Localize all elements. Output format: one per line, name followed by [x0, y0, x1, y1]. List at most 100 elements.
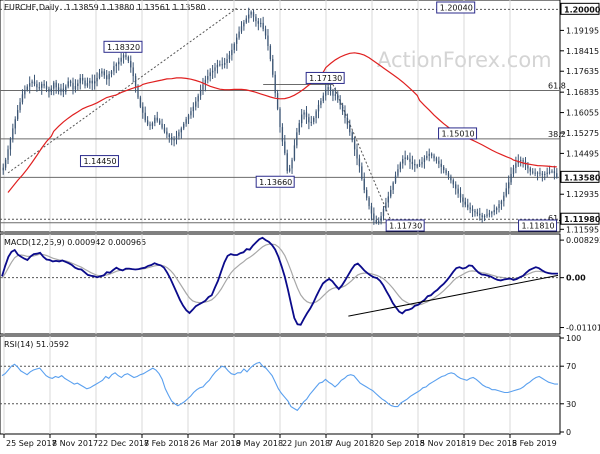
candle-body — [505, 188, 507, 196]
candle-body — [380, 216, 382, 222]
candle-body — [337, 94, 339, 100]
candle-body — [296, 132, 298, 146]
price-annotation-label: 1.13660 — [259, 178, 292, 187]
candle-body — [308, 117, 310, 123]
candle-body — [163, 127, 166, 132]
candle-body — [110, 71, 113, 74]
candle-body — [375, 220, 377, 223]
candle-body — [344, 111, 346, 118]
candle-body — [62, 88, 65, 93]
candle-body — [486, 214, 488, 217]
candle-body — [353, 140, 356, 150]
candle-body — [29, 83, 31, 87]
candle-body — [390, 189, 392, 197]
candle-body — [14, 119, 16, 129]
candle-body — [361, 166, 363, 179]
price-annotation-box — [305, 71, 345, 84]
candle-body — [481, 215, 483, 218]
candle-body — [19, 102, 21, 111]
candle-body — [207, 76, 209, 80]
candle-body — [209, 72, 211, 77]
x-tick-label: 19 Dec 2018 — [466, 439, 517, 448]
candle-body — [551, 171, 553, 173]
candle-body — [378, 221, 380, 223]
candle-body — [507, 182, 510, 189]
candles-layer — [2, 7, 558, 225]
candle-body — [281, 127, 284, 142]
candle-body — [457, 188, 459, 194]
candle-body — [4, 159, 7, 168]
candle-body — [190, 111, 192, 116]
candle-body — [115, 64, 117, 67]
price-annotation-box — [518, 219, 558, 232]
price-y-tick-label: 1.12935 — [566, 190, 599, 199]
candle-body — [250, 11, 252, 15]
price-header: EURCHF,Daily 1.13859 1.13880 1.13561 1.1… — [4, 3, 206, 12]
candle-body — [134, 76, 137, 87]
candle-body — [272, 59, 274, 75]
candle-body — [426, 155, 428, 159]
fib-level-label: 61.8 — [548, 214, 566, 223]
price-annotation-box — [436, 1, 476, 14]
price-y-tick-label: 1.11595 — [566, 225, 599, 234]
price-y-boxed-label: 1.13580 — [564, 173, 600, 182]
price-annotation-box — [438, 127, 478, 140]
x-tick-label: 22 Dec 2017 — [98, 439, 149, 448]
candle-body — [187, 115, 190, 120]
candle-body — [219, 64, 221, 66]
candle-body — [320, 100, 322, 105]
candle-body — [284, 141, 286, 154]
candle-body — [154, 117, 156, 124]
candle-body — [2, 167, 4, 171]
candle-body — [248, 14, 250, 19]
candle-body — [341, 104, 344, 112]
candle-body — [96, 77, 98, 82]
candle-body — [16, 110, 19, 120]
price-y-boxed-marker — [560, 170, 600, 183]
candle-body — [293, 145, 296, 160]
candle-body — [539, 172, 541, 174]
candle-body — [402, 159, 404, 164]
candle-body — [50, 88, 53, 92]
candle-body — [495, 207, 498, 211]
candle-body — [488, 213, 491, 215]
candle-body — [416, 165, 418, 167]
candle-body — [399, 163, 402, 170]
candle-body — [541, 173, 544, 175]
candle-body — [510, 173, 512, 183]
price-y-tick-label: 1.15275 — [566, 129, 599, 138]
candle-body — [195, 101, 197, 107]
candle-body — [84, 80, 86, 86]
candle-body — [151, 123, 154, 126]
candle-body — [387, 196, 389, 203]
price-y-boxed-label: 1.20000 — [564, 5, 600, 14]
candle-body — [479, 213, 481, 216]
candle-body — [48, 88, 50, 92]
candle-body — [41, 83, 43, 88]
candle-body — [527, 165, 529, 169]
candle-body — [214, 67, 216, 71]
candle-body — [483, 216, 486, 218]
rsi-y-tick-label: 0 — [566, 428, 571, 437]
candle-body — [356, 149, 358, 159]
candle-body — [211, 70, 214, 73]
x-tick-label: 8 Feb 2018 — [144, 439, 189, 448]
candle-body — [12, 128, 14, 139]
candle-body — [130, 60, 132, 68]
candle-body — [443, 166, 445, 171]
candle-body — [474, 210, 476, 213]
candle-body — [373, 213, 375, 221]
candle-body — [185, 119, 187, 124]
candle-body — [498, 204, 500, 208]
candle-body — [421, 161, 423, 165]
candle-body — [288, 168, 291, 172]
candle-body — [178, 132, 180, 137]
candle-body — [325, 89, 327, 96]
candle-body — [476, 212, 479, 214]
candle-body — [409, 158, 411, 162]
candle-body — [175, 136, 178, 140]
price-y-boxed-label: 1.11980 — [564, 215, 600, 224]
candle-body — [43, 83, 45, 86]
price-annotation-box — [79, 155, 119, 168]
